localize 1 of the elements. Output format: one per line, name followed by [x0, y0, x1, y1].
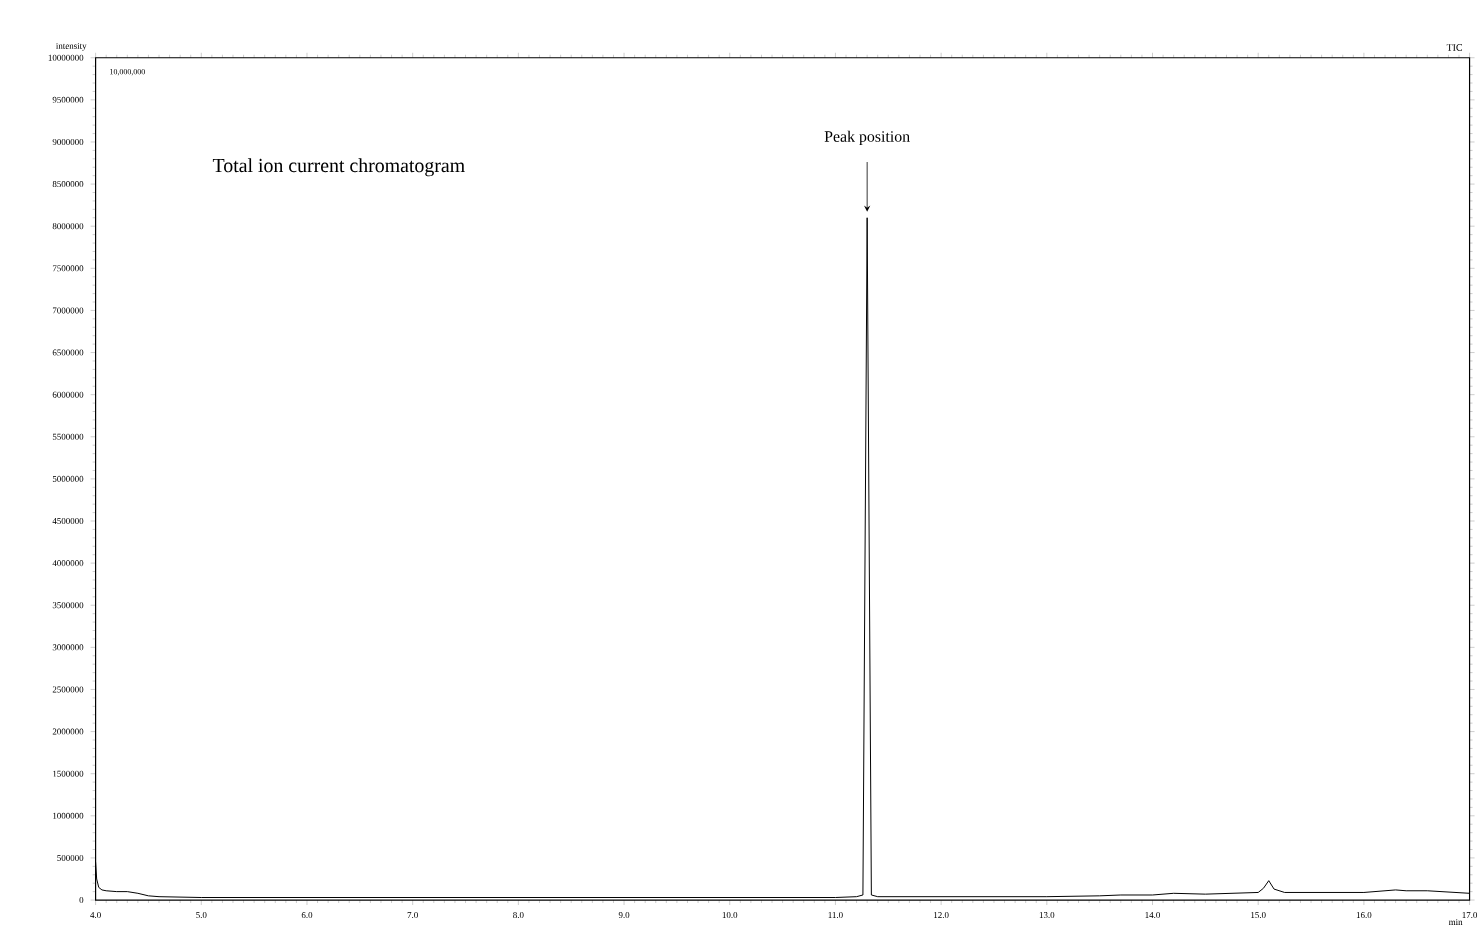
annotation: Total ion current chromatogram — [212, 158, 465, 177]
